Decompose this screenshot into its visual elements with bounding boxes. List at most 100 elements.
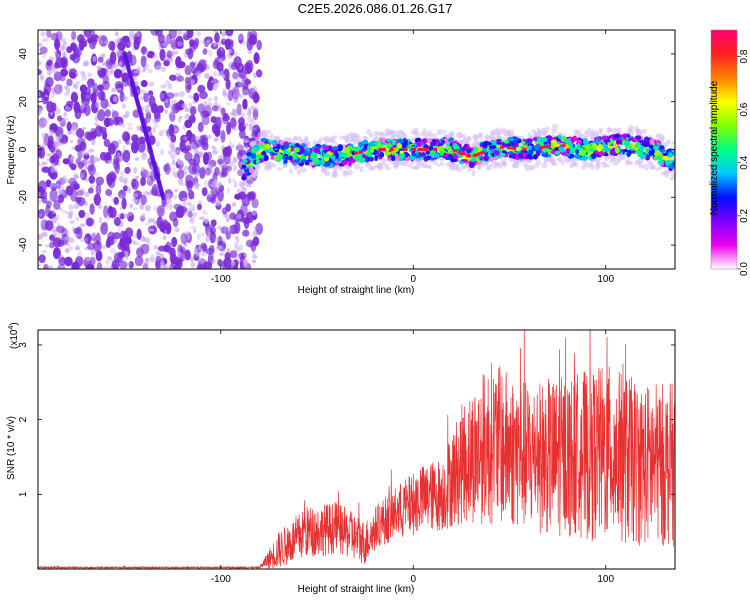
spectrogram-noise-blob	[200, 258, 205, 263]
spectrogram-noise-blob	[65, 106, 72, 111]
spectrogram-halo-blob	[524, 159, 529, 164]
spectrogram-band-blob	[645, 137, 650, 143]
spectrogram-noise-blob	[133, 167, 138, 174]
spectrogram-halo-blob	[422, 128, 427, 135]
spectrogram-noise-blob	[219, 252, 224, 257]
spectrogram-noise-blob	[95, 176, 105, 186]
spectrogram-halo-blob	[456, 167, 463, 172]
spectrogram-halo-blob	[312, 139, 317, 147]
spectrogram-noise-blob	[236, 252, 242, 259]
spectrogram-noise-blob	[192, 100, 197, 105]
snr-y-tick-label: 2	[18, 416, 29, 422]
spectrogram-noise-blob	[216, 48, 222, 58]
spectrogram-noise-blob	[160, 66, 166, 73]
spectrogram-noise-blob	[237, 161, 243, 168]
spectrogram-noise-blob	[89, 30, 96, 38]
spectrogram-noise-blob	[177, 30, 182, 36]
spectrogram-noise-blob	[225, 40, 234, 50]
spectrogram-noise-blob	[134, 175, 139, 180]
spectrogram-band-blob	[508, 154, 514, 159]
spectrogram-noise-blob	[116, 152, 121, 158]
spectrogram-noise-blob	[46, 69, 52, 76]
spectrogram-noise-blob	[80, 103, 85, 110]
spectrogram-noise-blob	[122, 145, 126, 152]
spectrogram-noise-blob	[234, 81, 244, 88]
spectrogram-band-blob	[425, 150, 430, 155]
spectrogram-peak-mark	[479, 151, 484, 155]
spectrogram-noise-blob	[38, 234, 41, 240]
spectrogram-band-blob	[263, 154, 269, 162]
spectrogram-noise-blob	[79, 236, 86, 243]
spectrogram-noise-blob	[209, 169, 213, 174]
spectrogram-noise-blob	[231, 202, 237, 207]
spectrogram-band-blob	[526, 138, 533, 142]
spectrogram-noise-blob	[189, 39, 195, 47]
spectrogram-noise-blob	[194, 146, 198, 152]
spectrogram-noise-blob	[100, 151, 107, 161]
spectrogram-halo-blob	[353, 135, 359, 143]
spectrogram-noise-blob	[64, 235, 71, 241]
spectrogram-noise-blob	[142, 69, 146, 73]
spectrogram-noise-blob	[106, 213, 111, 221]
spectrogram-noise-blob	[140, 80, 148, 88]
spectrogram-noise-blob	[169, 211, 178, 222]
spectrogram-band-blob	[270, 155, 275, 160]
spectrogram-noise-blob	[84, 237, 89, 243]
spectrogram-noise-blob	[242, 229, 250, 237]
spectrogram-noise-blob	[239, 112, 246, 118]
spectrogram-noise-blob	[140, 96, 144, 100]
spectrogram-halo-blob	[583, 135, 589, 139]
spectrogram-halo-blob	[586, 127, 592, 133]
spectrogram-band-blob	[535, 150, 541, 157]
spectrogram-halo-blob	[581, 165, 587, 170]
spectrogram-noise-blob	[237, 150, 243, 161]
spectrogram-noise-blob	[191, 79, 196, 85]
spectrogram-band-blob	[640, 153, 647, 159]
spectrogram-halo-blob	[579, 133, 585, 138]
spectrogram-band-blob	[594, 138, 599, 143]
spectrogram-noise-blob	[129, 35, 135, 41]
spectrogram-halo-blob	[368, 166, 375, 171]
spectrogram-band-blob	[375, 143, 382, 150]
spectrogram-noise-blob	[40, 31, 46, 37]
spectrogram-halo-blob	[293, 165, 299, 171]
spectrogram-noise-blob	[69, 156, 75, 164]
spectrogram-noise-blob	[83, 153, 90, 160]
spectrogram-noise-blob	[144, 258, 150, 265]
spectrogram-peak-mark	[417, 148, 422, 151]
spectrogram-band-blob	[385, 138, 392, 142]
spectrogram-band-blob	[528, 149, 534, 156]
colorbar-label: Normalized spectral amplitude	[709, 80, 720, 215]
spectrogram-noise-blob	[156, 205, 165, 217]
spectrogram-halo-blob	[552, 123, 559, 131]
spectrogram-band-blob	[520, 141, 526, 145]
spectrogram-halo-blob	[300, 167, 307, 173]
spectrogram-noise-blob	[117, 242, 125, 250]
spectrogram-noise-blob	[117, 226, 121, 233]
spectrogram-noise-blob	[42, 52, 47, 59]
spectrogram-noise-blob	[140, 194, 147, 206]
spectrogram-noise-blob	[205, 248, 215, 255]
spectrogram-halo-blob	[665, 139, 671, 145]
spectrogram-halo-blob	[381, 158, 388, 163]
spectrogram-noise-blob	[65, 87, 71, 94]
spectrogram-noise-blob	[211, 259, 216, 264]
spectrogram-noise-blob	[111, 259, 120, 269]
spectrogram-noise-blob	[82, 61, 89, 67]
spectrogram-noise-blob	[62, 158, 70, 165]
spectrogram-peak-mark	[382, 148, 387, 151]
spectrogram-noise-blob	[105, 69, 112, 77]
spectrogram-halo-blob	[299, 138, 304, 142]
spectrogram-noise-blob	[127, 186, 132, 192]
spectrogram-noise-blob	[210, 80, 214, 84]
spectrogram-halo-blob	[412, 131, 419, 135]
spectrogram-noise-blob	[46, 59, 53, 67]
spectrogram-noise-blob	[89, 184, 95, 189]
spectrogram-noise-blob	[123, 213, 128, 218]
spectrogram-band-blob	[490, 145, 497, 150]
spectrogram-noise-blob	[217, 189, 224, 202]
spectrogram-noise-blob	[101, 62, 107, 67]
spectrogram-band-blob	[430, 157, 435, 161]
spectrogram-noise-blob	[69, 188, 78, 202]
spectrogram-halo-blob	[393, 162, 398, 170]
